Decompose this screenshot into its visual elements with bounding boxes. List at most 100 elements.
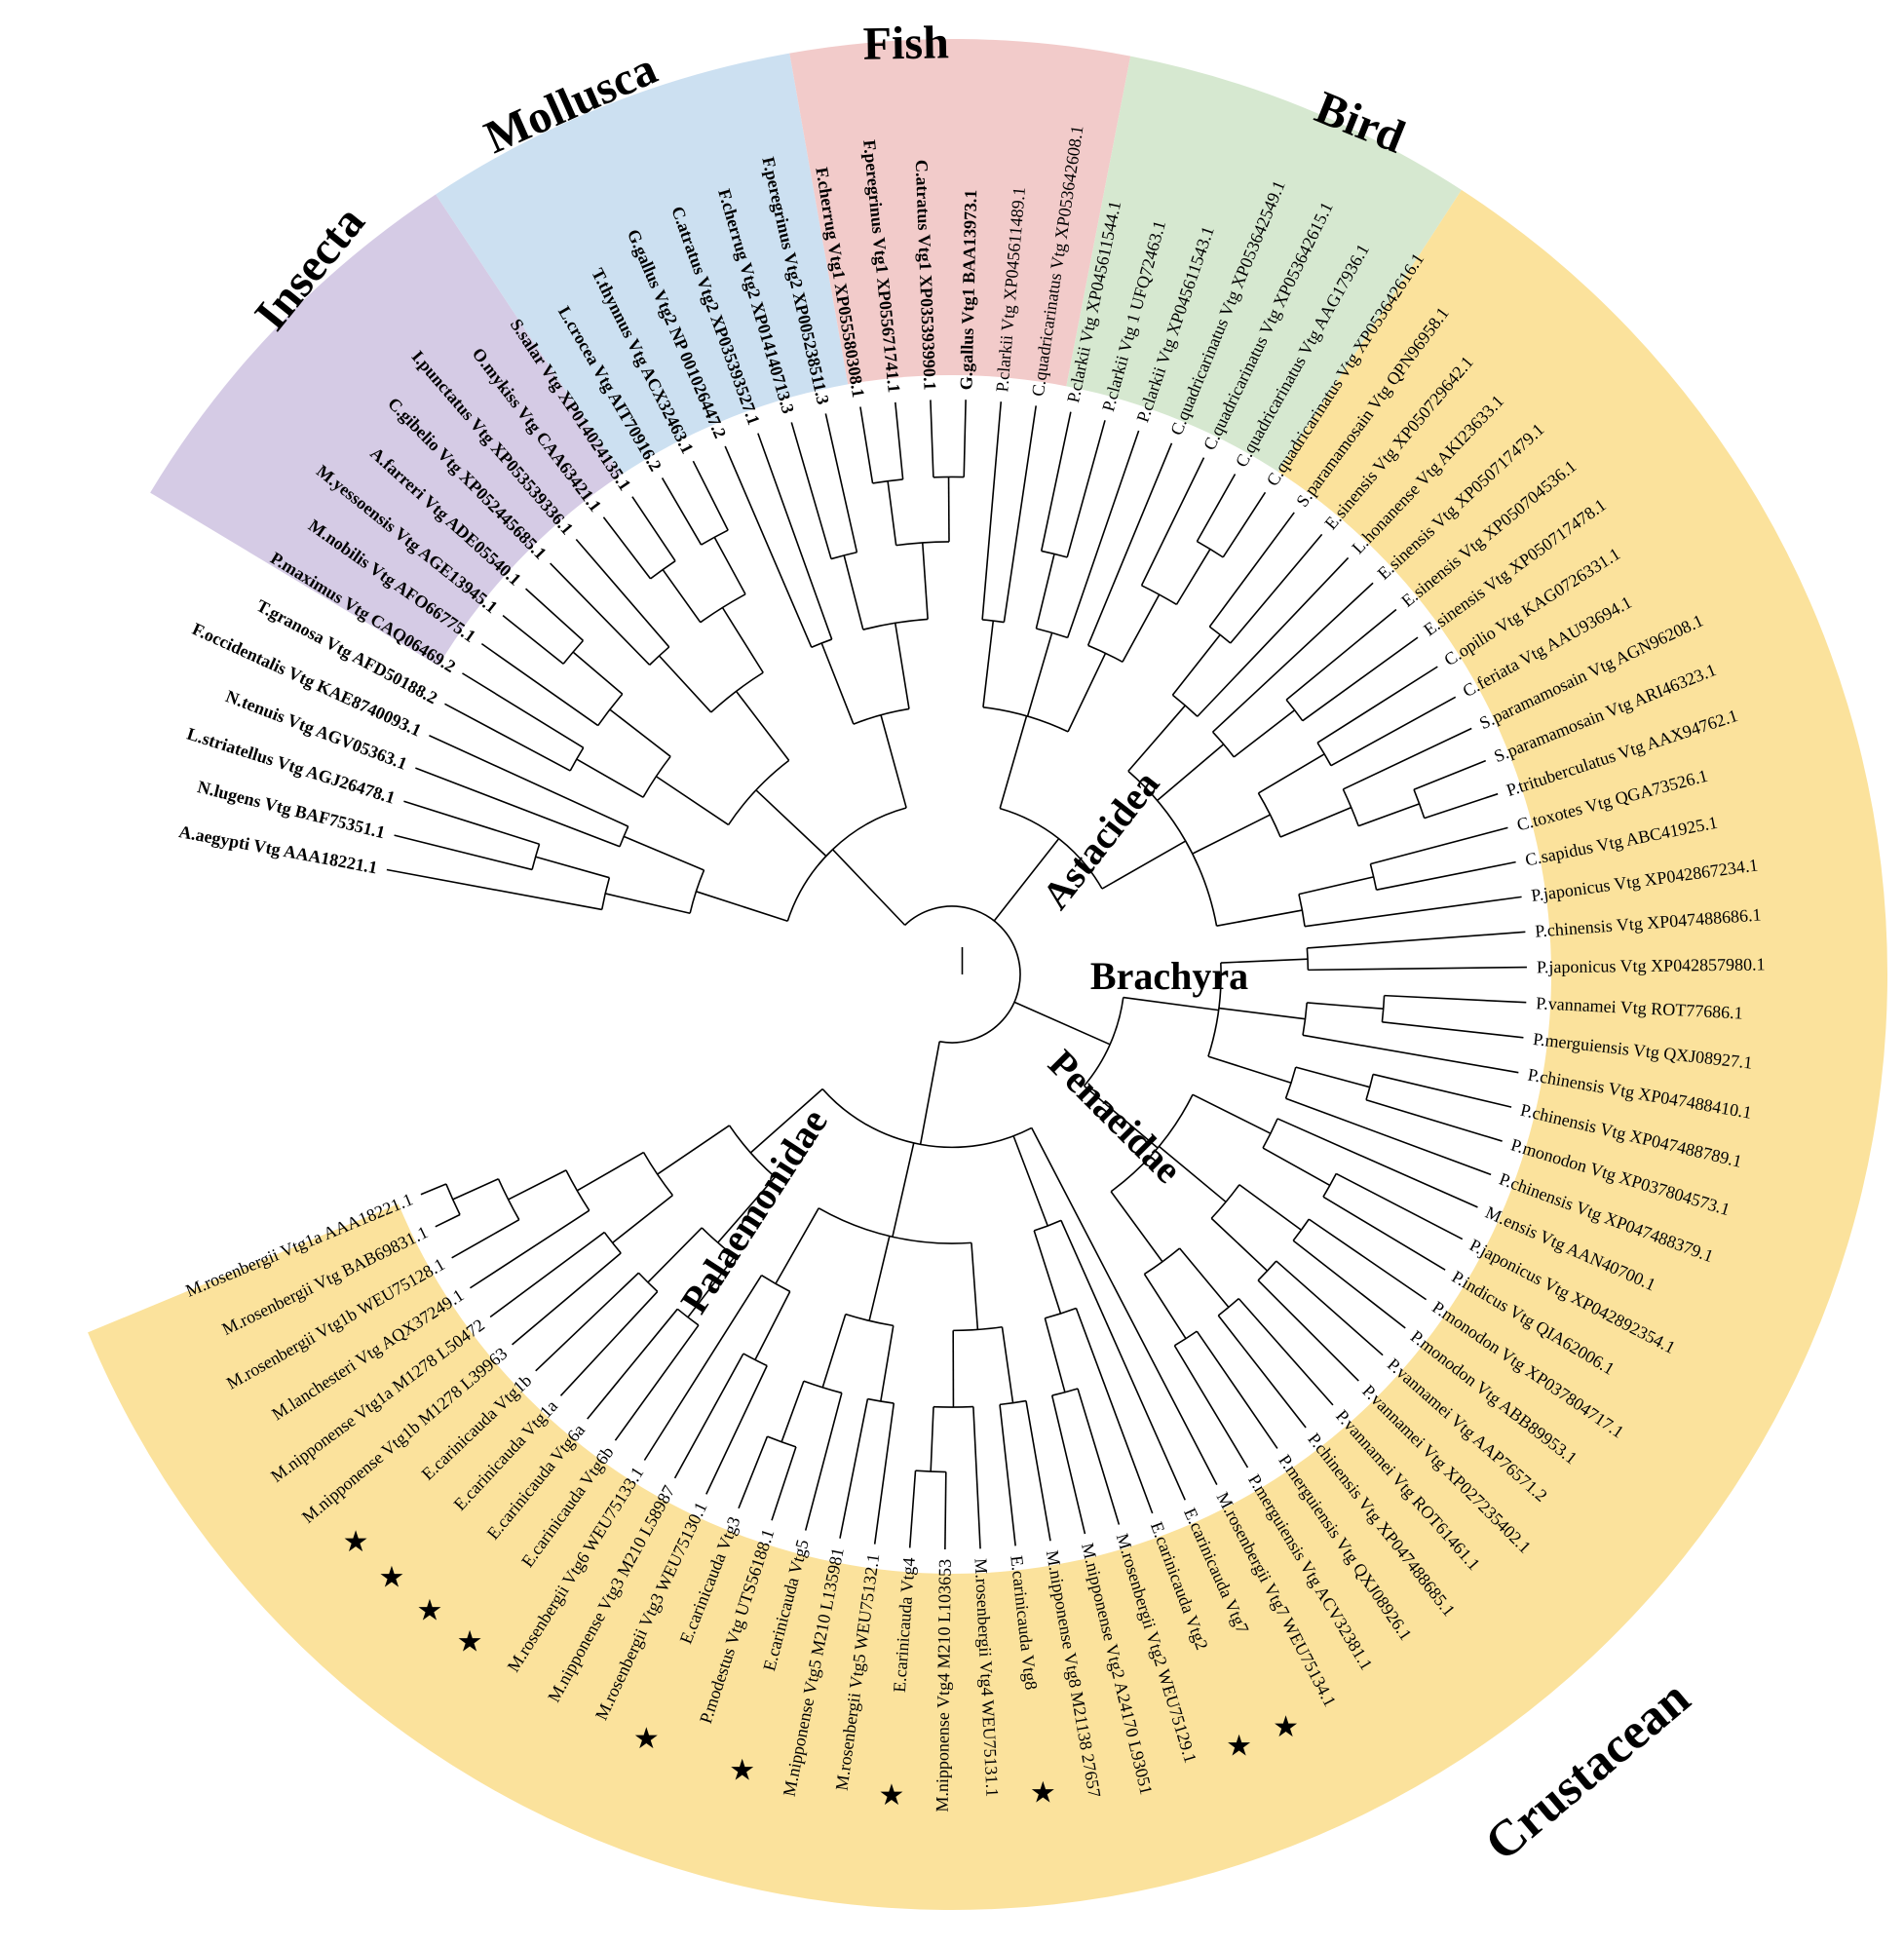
branch-line-150 xyxy=(1365,1099,1503,1142)
branch-line-116 xyxy=(1279,806,1352,838)
branch-line-53 xyxy=(894,623,910,709)
branch-line-100 xyxy=(1208,512,1295,628)
branch-line-15 xyxy=(429,734,629,827)
star-marker: ★ xyxy=(378,1561,404,1595)
branch-line-222 xyxy=(775,1207,819,1284)
branch-line-71 xyxy=(999,715,1028,809)
branch-arc-40 xyxy=(650,559,676,580)
branch-line-52 xyxy=(757,433,833,640)
branch-line-194 xyxy=(892,1142,915,1238)
branch-arc-48 xyxy=(853,707,910,725)
branch-line-27 xyxy=(572,651,624,695)
branch-arc-117 xyxy=(1342,788,1359,826)
branch-line-245 xyxy=(512,1252,622,1346)
branch-line-189 xyxy=(1075,1308,1154,1514)
branch-line-67 xyxy=(930,400,934,477)
branch-line-175 xyxy=(1238,1298,1334,1406)
branch-line-83 xyxy=(1066,430,1140,638)
branch-line-160 xyxy=(1322,1196,1446,1271)
branch-arc-203 xyxy=(933,1405,973,1408)
branch-line-193 xyxy=(1050,1394,1086,1535)
taxon-label: M.nipponense Vtg4 M210 L103653 xyxy=(933,1559,955,1812)
branch-line-198 xyxy=(1001,1326,1014,1403)
branch-line-30 xyxy=(525,588,584,641)
branch-line-186 xyxy=(1060,1220,1186,1501)
branch-line-39 xyxy=(662,569,702,624)
branch-line-157 xyxy=(1262,1147,1331,1187)
branch-line-246 xyxy=(489,1231,605,1318)
branch-line-136 xyxy=(1307,931,1526,949)
branch-line-221 xyxy=(738,1435,769,1509)
branch-line-224 xyxy=(754,1291,791,1360)
branch-line-96 xyxy=(1127,705,1186,772)
branch-line-29 xyxy=(502,615,564,665)
branch-line-22 xyxy=(444,703,571,772)
branch-line-59 xyxy=(921,542,929,620)
branch-line-249 xyxy=(470,1209,590,1289)
branch-line-138 xyxy=(1218,1007,1306,1020)
branch-line-64 xyxy=(895,401,904,479)
branch-arc-133 xyxy=(1207,963,1222,1057)
branch-line-7 xyxy=(386,868,602,911)
branch-line-55 xyxy=(843,554,864,630)
branch-line-142 xyxy=(1384,994,1527,1004)
branch-line-20 xyxy=(576,758,644,798)
branch-line-181 xyxy=(919,1041,940,1145)
branch-line-75 xyxy=(981,401,1003,621)
branch-line-220 xyxy=(771,1446,797,1521)
branch-line-68 xyxy=(963,400,967,477)
branch-line-26 xyxy=(480,642,599,727)
branch-arc-32 xyxy=(710,671,764,713)
branch-line-58 xyxy=(824,413,858,553)
branch-line-253 xyxy=(452,1178,499,1201)
branch-line-42 xyxy=(631,496,676,562)
branch-line-86 xyxy=(1086,442,1173,646)
branch-line-227 xyxy=(673,1353,744,1479)
branch-line-23 xyxy=(462,672,585,748)
branch-line-183 xyxy=(1031,1127,1218,1486)
branch-line-163 xyxy=(1238,1184,1302,1231)
star-marker: ★ xyxy=(633,1722,660,1756)
branch-line-41 xyxy=(602,516,652,580)
branch-line-132 xyxy=(1123,996,1219,1011)
branch-arc-158 xyxy=(1322,1173,1337,1198)
branch-line-247 xyxy=(576,1151,644,1192)
branch-line-35 xyxy=(550,562,651,666)
branch-line-57 xyxy=(790,422,832,559)
branch-arc-80 xyxy=(1041,550,1068,558)
branch-line-144 xyxy=(1302,1034,1519,1074)
inner-white-disc xyxy=(353,375,1551,1574)
branch-arc-0 xyxy=(904,905,1021,1044)
branch-line-110 xyxy=(1192,814,1271,855)
branch-arc-104 xyxy=(1211,731,1235,758)
branch-line-151 xyxy=(1285,1097,1492,1176)
branch-line-211 xyxy=(880,1325,895,1402)
branch-line-218 xyxy=(781,1380,805,1442)
tree-branches xyxy=(386,400,1527,1549)
branch-arc-70 xyxy=(999,807,1103,890)
star-marker: ★ xyxy=(879,1778,905,1812)
branch-line-36 xyxy=(575,539,670,648)
branch-line-130 xyxy=(1013,1001,1111,1046)
branch-line-154 xyxy=(1192,1093,1272,1134)
branch-line-73 xyxy=(982,620,995,707)
branch-line-93 xyxy=(1222,491,1267,558)
branch-line-201 xyxy=(999,1404,1016,1546)
branch-line-180 xyxy=(1173,1345,1249,1469)
branch-line-190 xyxy=(1044,1317,1066,1393)
branch-line-16 xyxy=(755,789,827,858)
branch-line-243 xyxy=(612,1194,673,1244)
branch-arc-139 xyxy=(1302,1002,1309,1036)
branch-line-239 xyxy=(559,1290,659,1396)
star-marker: ★ xyxy=(1226,1729,1252,1763)
branch-line-45 xyxy=(661,477,703,546)
branch-line-184 xyxy=(1012,1135,1048,1227)
branch-line-165 xyxy=(1308,1218,1428,1301)
branch-line-226 xyxy=(705,1365,768,1495)
branch-line-143 xyxy=(1382,1020,1524,1039)
branch-line-94 xyxy=(1101,840,1187,890)
branch-line-170 xyxy=(1257,1279,1359,1382)
star-marker: ★ xyxy=(729,1754,755,1788)
branch-line-176 xyxy=(1217,1315,1307,1429)
